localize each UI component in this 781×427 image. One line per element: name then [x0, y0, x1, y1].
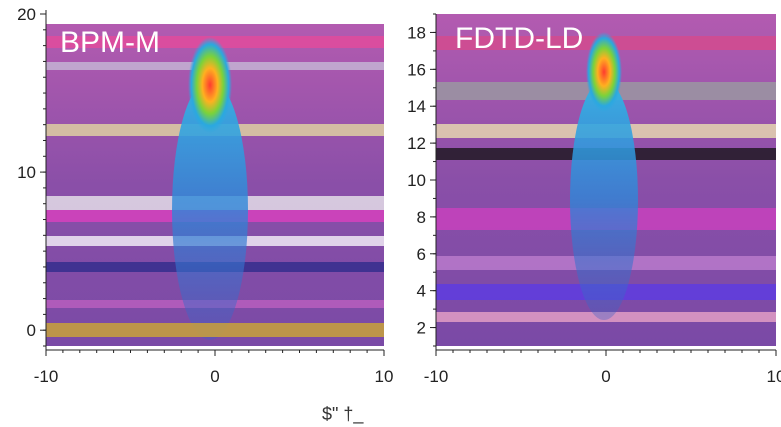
y-tick-label: 14: [407, 97, 426, 116]
y-tick-label: 12: [407, 134, 426, 153]
x-tick-label: -10: [424, 367, 449, 386]
y-tick-label: 4: [417, 282, 426, 301]
y-tick-label: 6: [417, 245, 426, 264]
y-tick-label: 10: [17, 163, 36, 182]
x-tick-label: 0: [601, 367, 610, 386]
x-tick-label: 10: [375, 367, 394, 386]
bottom-stripe-left: [46, 323, 384, 337]
y-tick-label: 8: [417, 208, 426, 227]
x-tick-label: -10: [34, 367, 59, 386]
beam-left: [172, 80, 248, 340]
y-tick-label: 0: [27, 321, 36, 340]
y-tick-label: 10: [407, 171, 426, 190]
focus-spot-right: [586, 32, 622, 112]
y-ticks-left: 0 10 20: [17, 5, 46, 347]
x-tick-label: 0: [210, 367, 219, 386]
panel-title-left: BPM-M: [60, 26, 160, 59]
x-ticks-left: -10 0 10: [34, 350, 394, 386]
x-tick-label: 10: [767, 367, 781, 386]
y-tick-label: 2: [417, 319, 426, 338]
y-tick-label: 16: [407, 60, 426, 79]
y-tick-label: 20: [17, 5, 36, 24]
beam-right: [570, 80, 638, 320]
y-ticks-right: 2 4 6 8 10 12 14 16 18: [407, 13, 436, 347]
panel-title-right: FDTD-LD: [455, 22, 583, 55]
x-ticks-right: -10 0 10: [424, 350, 781, 386]
panel-right: FDTD-LD 2 4 6 8 10 12 14 16 18 -10 0 10: [407, 13, 781, 386]
focus-spot-left: [188, 37, 232, 133]
panel-left: BPM-M 0 10 20 -10 0 10: [17, 5, 393, 386]
footer-caption: $" †_: [322, 404, 364, 425]
y-tick-label: 18: [407, 23, 426, 42]
